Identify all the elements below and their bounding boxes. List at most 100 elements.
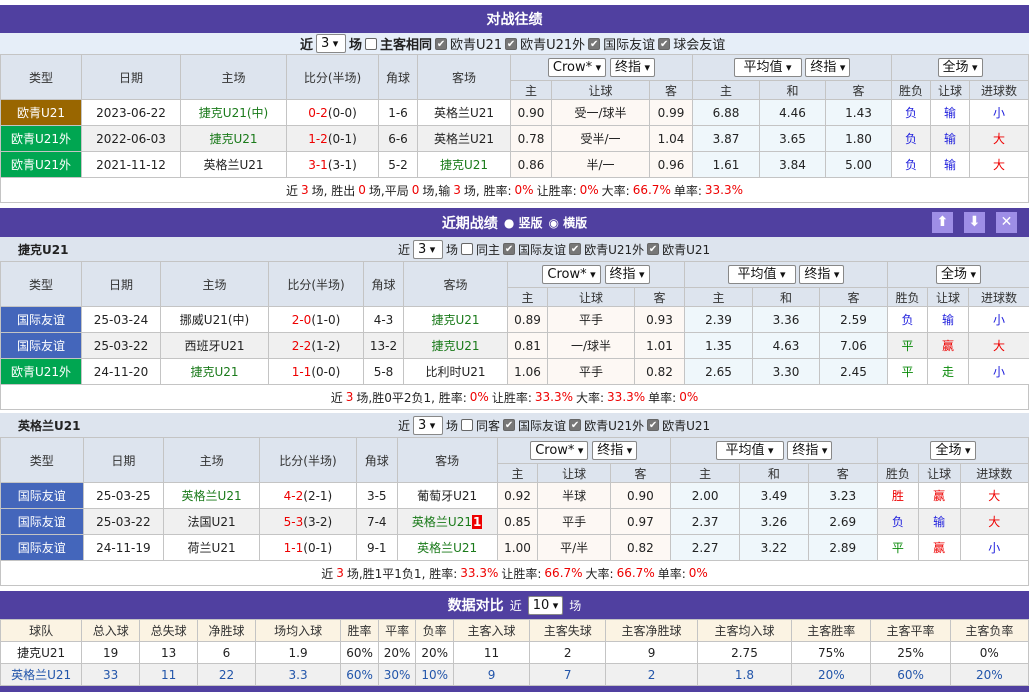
- league-checkbox[interactable]: ✔: [503, 243, 515, 255]
- same-venue-checkbox[interactable]: [461, 419, 473, 431]
- compare-header-cell: 总失球: [140, 620, 198, 642]
- asian-odds-cell: 平手: [538, 509, 610, 535]
- scope-select[interactable]: 全场: [936, 265, 981, 284]
- same-venue-checkbox[interactable]: [461, 243, 473, 255]
- league-label: 欧青U21: [450, 34, 502, 53]
- result-ou: 大: [970, 152, 1029, 178]
- close-icon[interactable]: ✕: [996, 212, 1017, 233]
- arrow-up-icon[interactable]: ⬆: [932, 212, 953, 233]
- away-team[interactable]: 葡萄牙U21: [417, 489, 477, 503]
- compare-value: 60%: [341, 664, 379, 686]
- league-checkbox[interactable]: ✔: [647, 243, 659, 255]
- asian-odds-cell: 受一/球半: [552, 100, 650, 126]
- compare-value: 25%: [871, 642, 950, 664]
- home-team[interactable]: 英格兰U21: [181, 152, 287, 178]
- compare-value: 33: [82, 664, 140, 686]
- euro-final-select[interactable]: 终指: [787, 441, 832, 460]
- summary-value: 33.3%: [607, 390, 645, 404]
- asian-odds-cell: 0.97: [610, 509, 670, 535]
- full-score: 1-2: [308, 132, 328, 146]
- away-team[interactable]: 英格兰U21: [434, 132, 494, 146]
- league-checkbox[interactable]: ✔: [569, 419, 581, 431]
- home-team[interactable]: 荷兰U21: [164, 535, 260, 561]
- arrow-down-icon[interactable]: ⬇: [964, 212, 985, 233]
- company-select[interactable]: Crow*: [530, 441, 588, 460]
- radio-horizontal[interactable]: ◉ 横版: [549, 214, 588, 231]
- odds-asian-selects: Crow* 终指: [497, 438, 670, 464]
- euro-odds-cell: 3.87: [693, 126, 760, 152]
- subheader-cell: 胜负: [877, 464, 918, 483]
- home-team[interactable]: 捷克U21(中): [181, 100, 287, 126]
- euro-odds-cell: 3.22: [740, 535, 808, 561]
- away-team[interactable]: 英格兰U21: [412, 515, 472, 529]
- subheader-cell: 客: [820, 288, 888, 307]
- euro-final-select[interactable]: 终指: [799, 265, 844, 284]
- league-checkbox[interactable]: ✔: [588, 38, 600, 50]
- company-select[interactable]: Crow*: [542, 265, 600, 284]
- team-block-england: 英格兰U21近3场同客✔国际友谊✔欧青U21外✔欧青U21类型日期主场比分(半场…: [0, 413, 1029, 586]
- result-hc: 赢: [918, 483, 960, 509]
- asian-final-select[interactable]: 终指: [605, 265, 650, 284]
- match-date: 24-11-20: [82, 359, 161, 385]
- asian-odds-cell: 1.04: [650, 126, 693, 152]
- summary-value: 0%: [689, 566, 708, 580]
- scope-select[interactable]: 全场: [930, 441, 975, 460]
- compare-header-cell: 主客平率: [871, 620, 950, 642]
- asian-final-select[interactable]: 终指: [592, 441, 637, 460]
- full-score: 2-0: [292, 313, 312, 327]
- scope-select-cell: 全场: [892, 55, 1029, 81]
- home-team[interactable]: 捷克U21: [161, 359, 269, 385]
- subheader-cell: 和: [753, 288, 820, 307]
- header-home: 主场: [161, 262, 269, 307]
- same-venue-checkbox[interactable]: [365, 38, 377, 50]
- league-checkbox[interactable]: ✔: [647, 419, 659, 431]
- league-checkbox[interactable]: ✔: [569, 243, 581, 255]
- home-team[interactable]: 西班牙U21: [161, 333, 269, 359]
- subheader-cell: 胜负: [888, 288, 928, 307]
- away-team[interactable]: 英格兰U21: [417, 541, 477, 555]
- scope-select[interactable]: 全场: [938, 58, 983, 77]
- average-select[interactable]: 平均值: [734, 58, 802, 77]
- radio-unchecked-icon: ●: [504, 216, 514, 230]
- company-select[interactable]: Crow*: [548, 58, 606, 77]
- match-count-select[interactable]: 3: [413, 240, 443, 259]
- average-select[interactable]: 平均值: [728, 265, 796, 284]
- league-checkbox[interactable]: ✔: [503, 419, 515, 431]
- corner-score: 7-4: [356, 509, 397, 535]
- asian-odds-cell: 0.78: [511, 126, 552, 152]
- league-checkbox[interactable]: ✔: [435, 38, 447, 50]
- radio-vertical[interactable]: ● 竖版: [504, 214, 543, 231]
- league-checkbox[interactable]: ✔: [658, 38, 670, 50]
- compare-value: 60%: [341, 642, 379, 664]
- corner-score: 5-8: [364, 359, 404, 385]
- subheader-cell: 主: [508, 288, 548, 307]
- compare-value: 30%: [378, 664, 416, 686]
- average-select[interactable]: 平均值: [716, 441, 784, 460]
- home-team[interactable]: 英格兰U21: [164, 483, 260, 509]
- subheader-cell: 进球数: [960, 464, 1028, 483]
- league-label: 欧青U21: [662, 241, 710, 258]
- compare-header-cell: 主客入球: [453, 620, 529, 642]
- away-team[interactable]: 捷克U21: [440, 158, 488, 172]
- home-team[interactable]: 捷克U21: [181, 126, 287, 152]
- home-team[interactable]: 法国U21: [164, 509, 260, 535]
- match-count-select[interactable]: 3: [413, 416, 443, 435]
- match-count-select[interactable]: 3: [316, 34, 346, 53]
- summary-value: 3: [346, 390, 354, 404]
- home-team[interactable]: 挪威U21(中): [161, 307, 269, 333]
- away-team[interactable]: 捷克U21: [431, 339, 479, 353]
- away-team[interactable]: 英格兰U21: [434, 106, 494, 120]
- summary-text: 近: [286, 182, 298, 199]
- compare-section: 数据对比 近 10 场 球队总入球总失球净胜球场均入球胜率平率负率主客入球主客失…: [0, 591, 1029, 692]
- league-checkbox[interactable]: ✔: [505, 38, 517, 50]
- asian-odds-cell: 0.81: [508, 333, 548, 359]
- away-team[interactable]: 捷克U21: [431, 313, 479, 327]
- euro-final-select[interactable]: 终指: [805, 58, 850, 77]
- away-team[interactable]: 比利时U21: [425, 365, 485, 379]
- asian-final-select[interactable]: 终指: [610, 58, 655, 77]
- euro-odds-cell: 2.37: [670, 509, 739, 535]
- compare-count-select[interactable]: 10: [528, 596, 564, 615]
- compare-value: 2: [606, 664, 697, 686]
